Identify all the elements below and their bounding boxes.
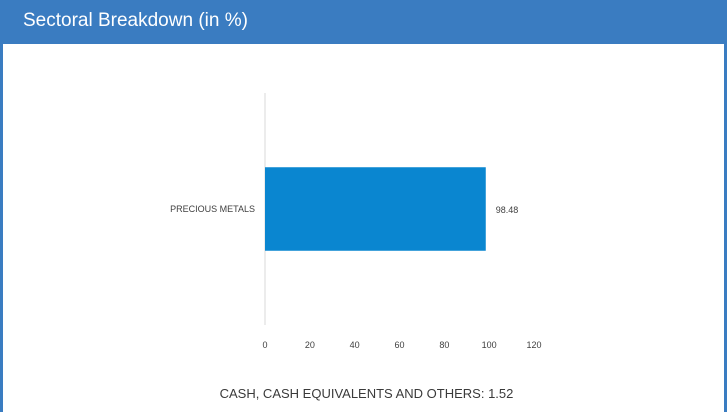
x-tick-label: 120 xyxy=(526,340,541,350)
x-tick-label: 100 xyxy=(482,340,497,350)
category-label: PRECIOUS METALS xyxy=(170,204,255,214)
data-label: 98.48 xyxy=(496,205,519,215)
panel-header: Sectoral Breakdown (in %) xyxy=(3,0,727,44)
cash-equivalents-note: CASH, CASH EQUIVALENTS AND OTHERS: 1.52 xyxy=(219,386,514,401)
sectoral-bar-chart: PRECIOUS METALS 98.48 0 20 40 60 80 100 120 xyxy=(170,93,542,350)
panel-title: Sectoral Breakdown (in %) xyxy=(23,10,248,31)
x-tick-label: 20 xyxy=(305,340,315,350)
x-tick-label: 0 xyxy=(262,340,267,350)
x-tick-label: 60 xyxy=(394,340,404,350)
bar-precious-metals xyxy=(265,167,486,251)
x-tick-label: 80 xyxy=(439,340,449,350)
x-tick-label: 40 xyxy=(350,340,360,350)
